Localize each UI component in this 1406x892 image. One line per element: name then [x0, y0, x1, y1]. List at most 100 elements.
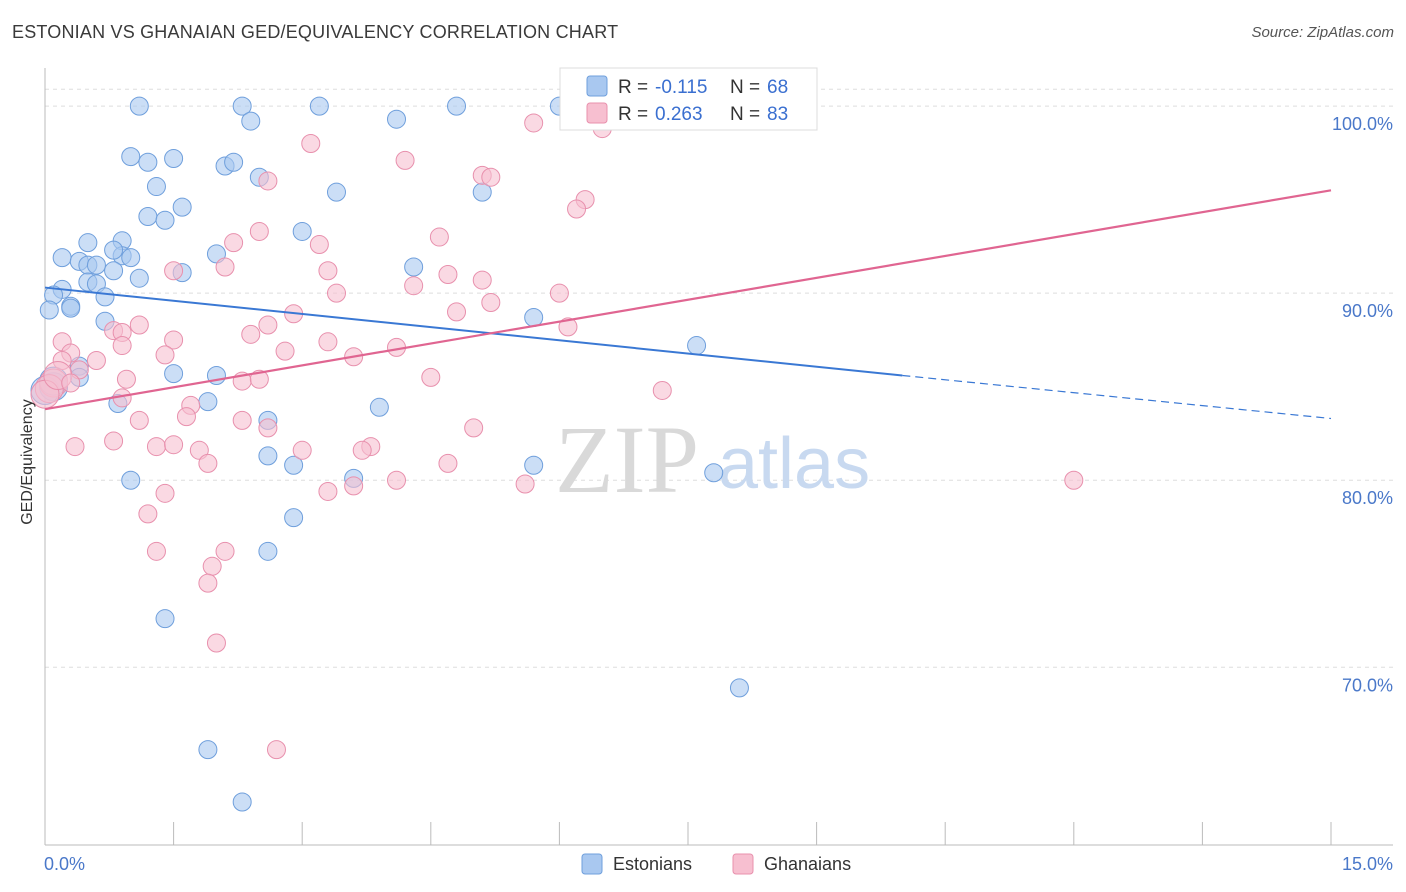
estonians-point-13 [146, 177, 166, 197]
ghanaians-point-14 [164, 261, 184, 281]
ghanaians-point-43 [116, 369, 136, 389]
estonians-point-6 [241, 111, 261, 131]
watermark-atlas: atlas [718, 424, 870, 504]
estonians-point-53 [258, 446, 278, 466]
ghanaians-point-67 [1064, 470, 1084, 490]
x-tick-label-min: 0.0% [44, 854, 85, 874]
series-ghanaians [30, 96, 1084, 760]
legend-n-label-ghanaians: N = [730, 104, 760, 125]
ghanaians-point-45 [249, 369, 269, 389]
estonians-point-60 [258, 541, 278, 561]
bottom-legend-swatch-estonians [581, 853, 603, 875]
estonians-point-5 [387, 109, 407, 129]
ghanaians-point-41 [86, 351, 106, 371]
ghanaians-point-15 [215, 257, 235, 277]
ghanaians-point-57 [146, 437, 166, 457]
estonians-point-22 [52, 248, 72, 268]
ghanaians-point-74 [202, 556, 222, 576]
ghanaians-point-4 [395, 150, 415, 170]
ghanaians-point-17 [438, 264, 458, 284]
ghanaians-point-18 [472, 270, 492, 290]
estonians-point-27 [206, 244, 226, 264]
estonians-point-43 [524, 307, 544, 327]
trendline-estonians [44, 286, 903, 377]
estonians-point-38 [95, 287, 115, 307]
estonians-point-17 [138, 206, 158, 226]
ghanaians-point-76 [206, 633, 226, 653]
estonians-point-50 [198, 392, 218, 412]
estonians-point-47 [164, 364, 184, 384]
watermark-zip: ZIP [555, 406, 699, 513]
ghanaians-point-51 [232, 410, 252, 430]
ghanaians-point-23 [447, 302, 467, 322]
estonians-point-32 [404, 257, 424, 277]
estonians-point-25 [121, 248, 141, 268]
bottom-legend-swatch-ghanaians [732, 853, 754, 875]
ghanaians-point-56 [65, 437, 85, 457]
ghanaians-point-38 [155, 345, 175, 365]
ghanaians-point-16 [318, 261, 338, 281]
ghanaians-point-46 [421, 367, 441, 387]
bottom-legend: Estonians Ghanaians [581, 853, 851, 875]
ghanaians-point-77 [266, 740, 286, 760]
y-axis-title: GED/Equivalency [19, 399, 36, 524]
legend-n-value-ghanaians: 83 [767, 104, 788, 125]
estonians-point-51 [369, 397, 389, 417]
y-tick-label-70: 70.0% [1342, 675, 1393, 695]
y-tick-label-90: 90.0% [1342, 301, 1393, 321]
estonians-point-40 [61, 298, 81, 318]
y-tick-labels: 70.0% 80.0% 90.0% 100.0% [1332, 114, 1393, 695]
trendline-ghanaians [44, 189, 1332, 411]
legend-r-label-ghanaians: R = [618, 104, 648, 125]
bottom-legend-label-ghanaians: Ghanaians [764, 854, 851, 874]
legend-r-label-estonians: R = [618, 77, 648, 98]
ghanaians-point-52 [129, 410, 149, 430]
bottom-legend-label-estonians: Estonians [613, 854, 692, 874]
ghanaians-point-58 [164, 435, 184, 455]
legend-swatch-ghanaians [586, 102, 608, 124]
legend-n-value-estonians: 68 [767, 77, 788, 98]
estonians-point-16 [172, 197, 192, 217]
estonians-point-64 [232, 792, 252, 812]
estonians-point-7 [121, 147, 141, 167]
estonians-point-30 [104, 261, 124, 281]
ghanaians-point-63 [198, 453, 218, 473]
ghanaians-point-68 [344, 476, 364, 496]
estonians-point-44 [687, 336, 707, 356]
ghanaians-point-71 [138, 504, 158, 524]
ghanaians-point-12 [224, 233, 244, 253]
ghanaians-point-20 [326, 283, 346, 303]
legend-swatch-estonians [586, 75, 608, 97]
ghanaians-point-72 [146, 541, 166, 561]
estonians-point-2 [309, 96, 329, 116]
estonians-point-1 [232, 96, 252, 116]
ghanaians-point-30 [241, 324, 261, 344]
ghanaians-point-60 [352, 440, 372, 460]
ghanaians-point-69 [318, 481, 338, 501]
ghanaians-point-64 [438, 453, 458, 473]
ghanaians-point-34 [112, 336, 132, 356]
estonians-point-19 [292, 221, 312, 241]
ghanaians-point-11 [429, 227, 449, 247]
trendlines [44, 189, 1332, 420]
ghanaians-point-36 [275, 341, 295, 361]
y-tick-label-100: 100.0% [1332, 114, 1393, 134]
estonians-point-55 [524, 455, 544, 475]
estonians-point-33 [129, 268, 149, 288]
ghanaians-point-19 [404, 276, 424, 296]
source-label: Source: ZipAtlas.com [1251, 24, 1394, 41]
estonians-point-62 [729, 678, 749, 698]
estonians-point-9 [138, 152, 158, 172]
ghanaians-point-54 [464, 418, 484, 438]
ghanaians-point-22 [481, 293, 501, 313]
estonians-point-0 [129, 96, 149, 116]
axes [44, 68, 1393, 846]
trendline-estonians-extrapolated [902, 374, 1332, 420]
estonians-point-57 [121, 470, 141, 490]
ghanaians-point-82 [61, 373, 81, 393]
ghanaians-point-1 [524, 113, 544, 133]
legend-n-label-estonians: N = [730, 77, 760, 98]
ghanaians-point-62 [292, 440, 312, 460]
legend-r-value-estonians: -0.115 [655, 77, 707, 98]
